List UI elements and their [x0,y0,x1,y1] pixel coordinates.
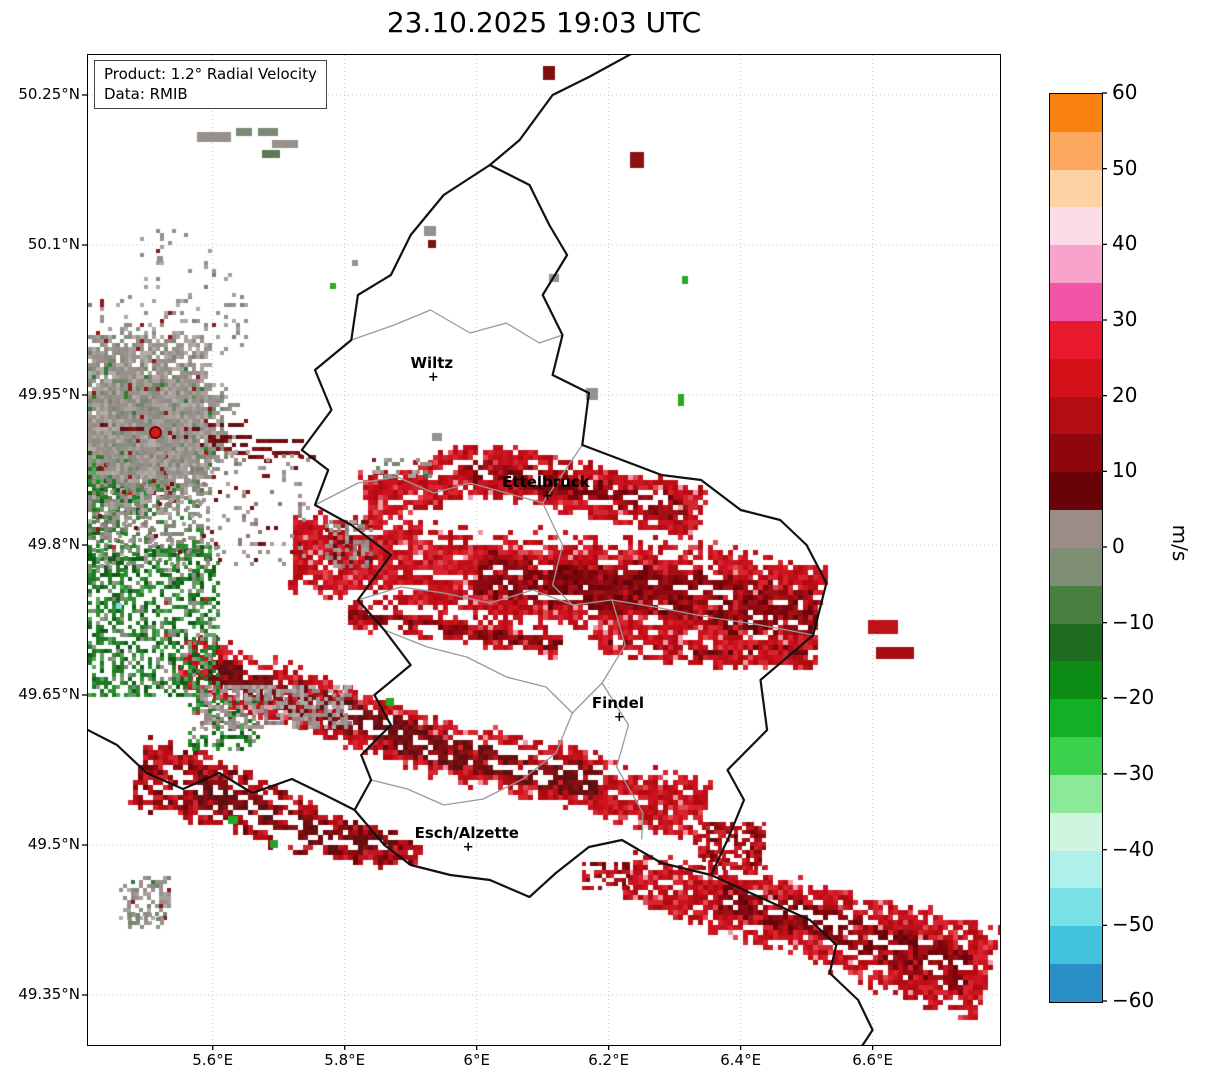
x-tick-label: 5.6°E [192,1051,234,1069]
y-tick-label: 49.35°N [18,985,80,1003]
colorbar-segment [1050,699,1102,738]
colorbar-segment [1050,964,1102,1002]
colorbar-segment [1050,774,1102,813]
colorbar-segment [1050,169,1102,208]
colorbar-segment [1050,320,1102,359]
colorbar-segment [1050,472,1102,511]
colorbar [1049,93,1103,1003]
colorbar-segment [1050,396,1102,435]
x-tick-label: 6.2°E [588,1051,630,1069]
data-source-line: Data: RMIB [104,85,188,104]
colorbar-tick-label: 40 [1112,231,1138,256]
colorbar-segment [1050,94,1102,132]
colorbar-segment [1050,661,1102,700]
colorbar-segment [1050,926,1102,965]
colorbar-segment [1050,283,1102,321]
radar-site-marker [148,426,162,439]
colorbar-segment [1050,888,1102,927]
colorbar-segment [1050,737,1102,775]
city-marker: + [613,710,625,725]
colorbar-tick-label: 60 [1112,80,1138,104]
colorbar-segment [1050,434,1102,473]
colorbar-segment [1050,131,1102,170]
colorbar-tick-label: −20 [1112,685,1155,710]
colorbar-segment [1050,850,1102,889]
colorbar-tick-label: 10 [1112,458,1138,483]
colorbar-tick-label: 50 [1112,155,1138,180]
product-info-box: Product: 1.2° Radial Velocity Data: RMIB [94,60,327,109]
colorbar-tick-label: −10 [1112,609,1155,634]
colorbar-segment [1050,245,1102,284]
colorbar-tick-label: 20 [1112,382,1138,407]
radar-echo-canvas [88,55,1000,1045]
x-tick-label: 6.6°E [852,1051,894,1069]
y-tick-label: 49.8°N [27,535,80,553]
country-borders [88,55,874,1045]
x-tick-label: 5.8°E [324,1051,366,1069]
colorbar-tick-label: −50 [1112,912,1155,937]
colorbar-tick-label: 0 [1112,534,1125,558]
colorbar-segment [1050,207,1102,246]
city-marker: + [427,370,439,385]
colorbar-tick-label: −40 [1112,836,1155,861]
city-label: Esch/Alzette [414,824,519,842]
colorbar-tick-label: −60 [1112,988,1155,1012]
x-tick-label: 6.4°E [720,1051,762,1069]
city-label: Findel [591,694,644,712]
product-line: Product: 1.2° Radial Velocity [104,65,317,83]
colorbar-tick-label: −30 [1112,761,1155,785]
city-marker: + [462,840,474,855]
colorbar-segment [1050,547,1102,586]
city-label: Ettelbruck [502,473,590,491]
colorbar-segment [1050,623,1102,662]
y-tick-label: 49.5°N [27,835,80,853]
city-label: Wiltz [410,354,454,372]
colorbar-segment [1050,510,1102,548]
colorbar-segment [1050,358,1102,397]
colorbar-unit-label: m/s [1168,524,1192,562]
y-tick-label: 49.65°N [18,685,80,703]
figure-title: 23.10.2025 19:03 UTC [386,6,702,39]
colorbar-segment [1050,812,1102,851]
y-tick-label: 50.25°N [18,85,80,103]
map-plot: Wiltz + Ettelbruck + Findel + Esch/Alzette + Pr… [87,54,1001,1046]
x-tick-label: 6°E [463,1051,490,1069]
colorbar-tick-label: 30 [1112,307,1138,331]
y-tick-label: 50.1°N [27,235,80,253]
y-tick-label: 49.95°N [18,385,80,403]
colorbar-segment [1050,585,1102,624]
city-marker: + [541,489,553,504]
